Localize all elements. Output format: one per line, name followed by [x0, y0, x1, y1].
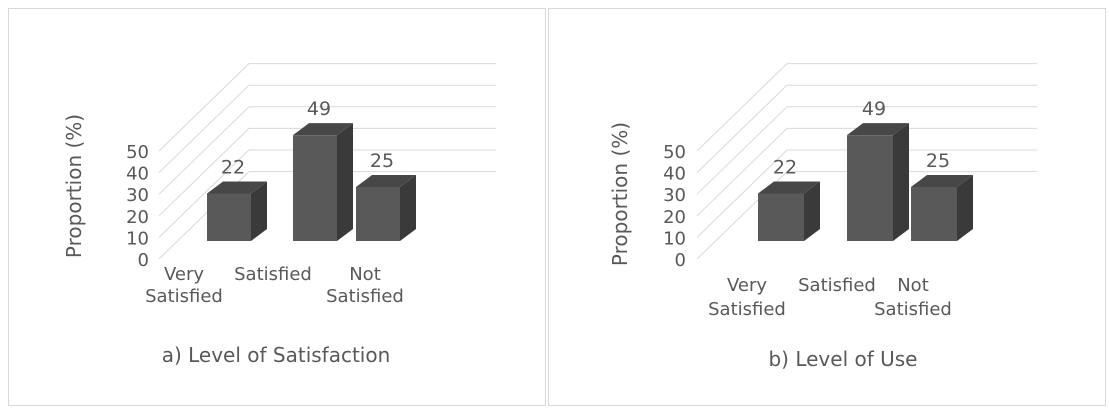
bar-side — [893, 123, 909, 241]
y-tick-label: 10 — [126, 228, 149, 249]
y-tick-label: 50 — [126, 142, 149, 163]
gridline-side — [158, 149, 250, 238]
data-label: 49 — [307, 98, 331, 120]
bar-front — [356, 187, 400, 241]
chart-title: b) Level of Use — [768, 347, 917, 371]
y-tick-label: 30 — [126, 185, 149, 206]
chart-panel-use: 0 10 20 30 40 50 Proportion (%) 22 49 25 Very Satis… — [548, 8, 1106, 406]
gridline-side — [696, 106, 788, 195]
data-label: 25 — [370, 150, 394, 172]
bar-3 — [911, 175, 973, 241]
gridline-side — [696, 63, 788, 152]
category-label: Very — [164, 264, 204, 285]
bar-top — [758, 181, 820, 194]
category-label: Not — [897, 275, 929, 296]
bar-side — [957, 175, 973, 241]
bar-front — [758, 193, 804, 241]
bar-1 — [758, 181, 820, 241]
data-label: 49 — [862, 98, 886, 120]
bar-side — [804, 181, 820, 241]
bar-2 — [847, 123, 909, 241]
y-axis-label: Proportion (%) — [608, 122, 632, 266]
y-tick-label: 20 — [126, 207, 149, 228]
bar-side — [337, 123, 353, 241]
category-label: Very — [727, 275, 767, 296]
y-tick-label: 40 — [126, 164, 149, 185]
gridline-side — [158, 128, 250, 217]
category-label: Not — [349, 264, 381, 285]
y-tick-label: 40 — [663, 164, 686, 185]
bar-front — [207, 193, 251, 241]
y-tick-label: 0 — [675, 250, 686, 271]
chart-title: a) Level of Satisfaction — [162, 343, 391, 367]
y-tick-label: 10 — [663, 228, 686, 249]
category-label: Satisfied — [145, 286, 223, 307]
y-tick-label: 20 — [663, 207, 686, 228]
bar-front — [847, 135, 893, 241]
gridline-side — [158, 84, 250, 173]
bar-top — [911, 175, 973, 187]
gridline-side — [696, 84, 788, 173]
bar-1 — [207, 181, 267, 241]
bar-side — [251, 181, 267, 241]
gridline-side — [158, 63, 250, 152]
category-label: Satisfied — [874, 299, 952, 320]
bar-top — [293, 123, 353, 136]
gridline-side — [696, 128, 788, 217]
category-label: Satisfied — [708, 299, 786, 320]
bar-top — [207, 181, 267, 194]
data-label: 22 — [773, 156, 797, 178]
bar-side — [400, 175, 416, 241]
bar-3 — [356, 175, 416, 241]
bar-front — [293, 135, 337, 241]
bar-2 — [293, 123, 353, 241]
bar-top — [847, 123, 909, 136]
bar-top — [356, 175, 416, 187]
category-label: Satisfied — [798, 275, 876, 296]
y-axis-label: Proportion (%) — [62, 114, 86, 258]
bar-front — [911, 187, 957, 241]
chart-panel-satisfaction: 0 10 20 30 40 50 Proportion (%) 22 49 25 Very Satis… — [8, 8, 546, 406]
y-tick-label: 0 — [138, 250, 149, 271]
gridline-side — [158, 106, 250, 195]
data-label: 25 — [926, 150, 950, 172]
y-tick-label: 50 — [663, 142, 686, 163]
category-label: Satisfied — [326, 286, 404, 307]
category-label: Satisfied — [234, 264, 312, 285]
y-tick-label: 30 — [663, 185, 686, 206]
data-label: 22 — [221, 156, 245, 178]
gridline-side — [696, 149, 788, 238]
